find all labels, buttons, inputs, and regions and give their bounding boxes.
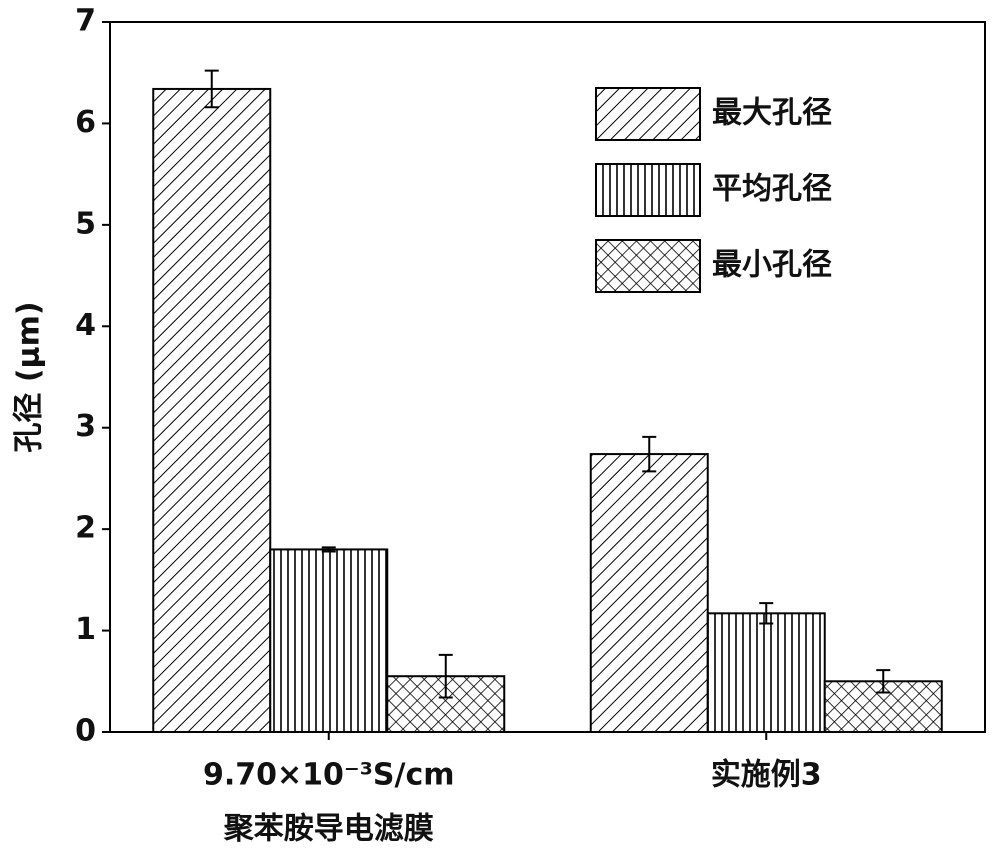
legend-label: 最小孔径 — [712, 248, 832, 283]
y-tick-label: 0 — [75, 714, 96, 749]
y-tick-label: 6 — [75, 105, 96, 140]
legend-swatch — [596, 88, 700, 140]
y-tick-label: 4 — [75, 308, 96, 343]
legend-label: 最大孔径 — [712, 96, 832, 131]
y-axis-label: 孔径 (μm) — [12, 301, 47, 452]
y-tick-label: 1 — [75, 612, 96, 647]
y-tick-label: 3 — [75, 409, 96, 444]
legend-swatch — [596, 164, 700, 216]
bar — [270, 549, 387, 732]
y-tick-label: 7 — [75, 4, 96, 39]
y-tick-label: 2 — [75, 511, 96, 546]
y-tick-label: 5 — [75, 206, 96, 241]
bar — [708, 613, 825, 732]
legend-label: 平均孔径 — [712, 172, 832, 207]
bar — [591, 454, 708, 732]
bar — [153, 89, 270, 732]
x-tick-label: 聚苯胺导电滤膜 — [223, 812, 434, 847]
x-tick-label: 9.70×10⁻³S/cm — [203, 758, 454, 793]
x-tick-label: 实施例3 — [711, 758, 822, 793]
legend-swatch — [596, 240, 700, 292]
